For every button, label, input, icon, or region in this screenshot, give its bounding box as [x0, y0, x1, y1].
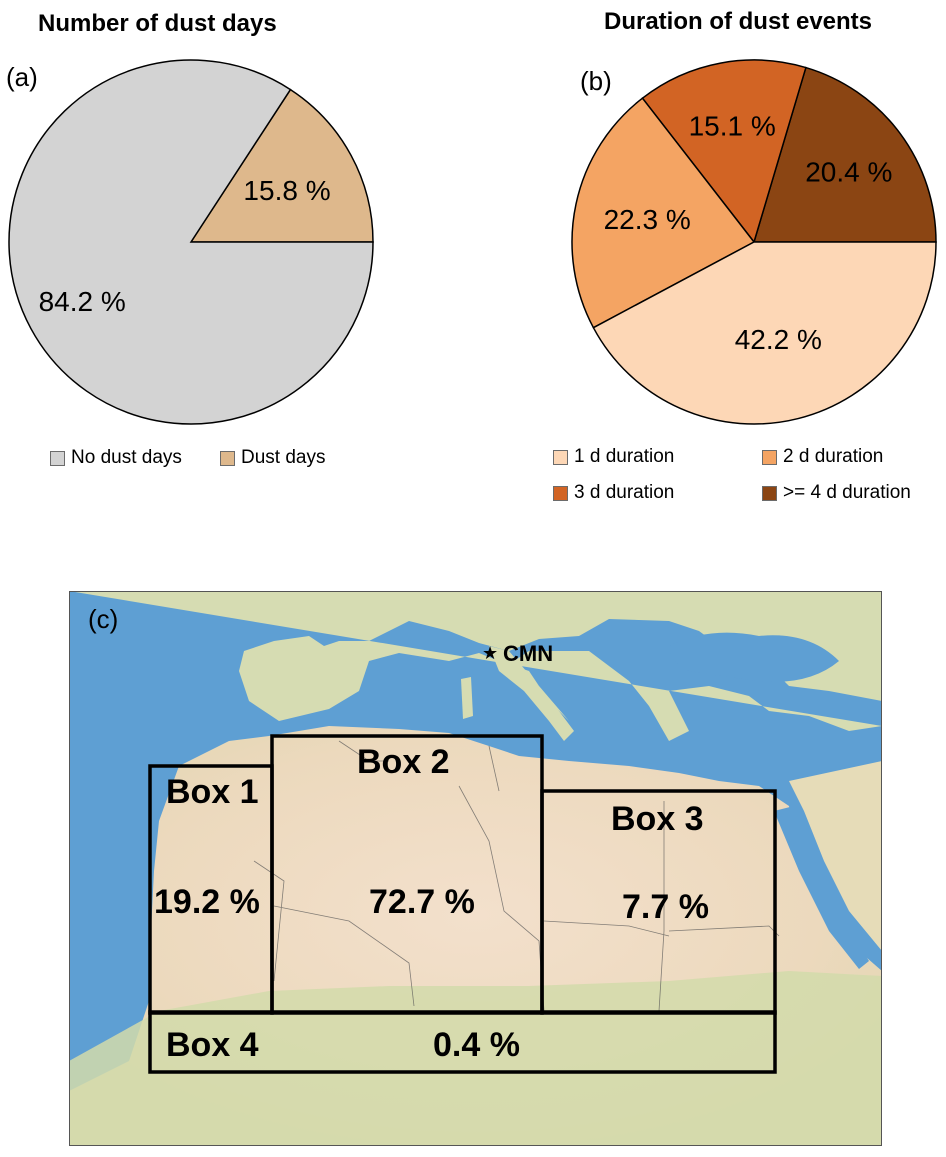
chart-a-title: Number of dust days: [38, 10, 277, 37]
legend-b-item-3d: 3 d duration: [553, 482, 674, 504]
box-3-value: 7.7 %: [622, 888, 709, 926]
pie-data-label: 42.2 %: [735, 324, 822, 355]
pie-slice: [592, 241, 937, 425]
map-frame: [69, 591, 882, 1146]
legend-label: 1 d duration: [574, 446, 675, 467]
legend-a-item-no-dust: No dust days: [50, 447, 182, 469]
panel-b-label: (b): [580, 66, 612, 96]
legend-a-item-dust: Dust days: [220, 447, 325, 469]
pie-data-label: 22.3 %: [604, 204, 691, 235]
legend-swatch: [553, 449, 568, 465]
black-sea: [669, 632, 839, 682]
legend-swatch: [50, 450, 65, 466]
pie-slice: [571, 97, 756, 329]
panel-c-label: (c): [88, 604, 119, 634]
pie-data-label: 15.8 %: [243, 175, 330, 206]
box-1-value: 19.2 %: [154, 883, 260, 921]
chart-b-title: Duration of dust events: [604, 8, 873, 35]
red-sea: [774, 806, 869, 969]
box-labels: Box 1 Box 2 Box 3 Box 4 19.2 % 72.7 % 7.…: [154, 743, 709, 1064]
legend-b-item-2d: 2 d duration: [762, 446, 883, 468]
legend-label: Dust days: [241, 447, 326, 468]
source-boxes: [148, 734, 777, 1074]
legend-b-item-4d: >= 4 d duration: [762, 482, 911, 504]
legend-b-item-1d: 1 d duration: [553, 446, 674, 468]
pie-slice: [8, 59, 374, 425]
box-2-value: 72.7 %: [369, 883, 475, 921]
dust-source-map: ★ CMN Box 1 Box 2 Box 3 Box 4 19.2 % 72.…: [69, 591, 882, 1146]
legend-label: >= 4 d duration: [783, 482, 911, 503]
pie-data-label: 20.4 %: [805, 156, 892, 187]
station-marker-icon: ★: [482, 643, 498, 663]
legend-label: 3 d duration: [574, 482, 675, 503]
legend-swatch: [220, 450, 235, 466]
italy: [489, 646, 574, 741]
arabia: [789, 761, 882, 951]
legend-swatch: [553, 485, 568, 501]
box-2-name: Box 2: [357, 743, 450, 781]
pie-chart-a: 15.8 % 84.2 %: [8, 59, 374, 425]
pie-slice: [752, 66, 937, 243]
europe-landmass: [69, 591, 882, 741]
legend-swatch: [762, 485, 777, 501]
box-4-name: Box 4: [166, 1026, 259, 1064]
pie-slice: [641, 59, 807, 244]
sardinia: [461, 677, 473, 719]
legend-swatch: [762, 449, 777, 465]
pie-a-slices: 15.8 % 84.2 %: [8, 59, 374, 425]
legend-label: No dust days: [71, 447, 182, 468]
legend-label: 2 d duration: [783, 446, 884, 467]
pie-slice: [189, 88, 374, 243]
box-1-name: Box 1: [166, 773, 259, 811]
pie-b-slices: 20.4 % 15.1 % 22.3 % 42.2 %: [571, 59, 937, 425]
station-label: CMN: [503, 641, 553, 666]
box-3-name: Box 3: [611, 800, 704, 838]
box-4-value: 0.4 %: [433, 1026, 520, 1064]
pie-chart-b: 20.4 % 15.1 % 22.3 % 42.2 %: [571, 59, 937, 425]
box-4: [148, 1010, 777, 1074]
pie-data-label: 15.1 %: [689, 111, 776, 142]
pie-data-label: 84.2 %: [39, 286, 126, 317]
panel-a-label: (a): [6, 62, 38, 92]
